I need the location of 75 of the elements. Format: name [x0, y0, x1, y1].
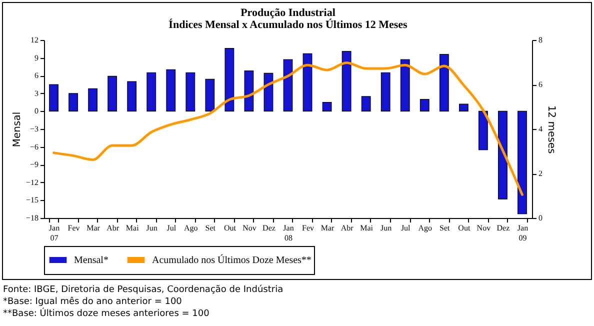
- x-tick-label: Abr: [106, 224, 120, 232]
- x-tick-label: Jul: [400, 224, 412, 232]
- bar: [342, 50, 352, 112]
- bar: [224, 48, 234, 112]
- bar: [498, 110, 508, 200]
- legend-label: Mensal*: [74, 255, 108, 266]
- y2-tick-label: 0: [538, 214, 542, 222]
- x-tick-label: Out: [458, 224, 471, 232]
- y-tick-label: −12: [26, 178, 38, 187]
- y2-tick-label: 8: [538, 36, 542, 44]
- bar: [439, 54, 449, 112]
- text: **Base: Últimos doze meses anteriores = 100: [3, 308, 210, 320]
- x-tick-label: Nov: [476, 224, 491, 232]
- y2-axis-title: 12 meses: [546, 105, 556, 154]
- x-tick-label: Mar: [320, 224, 335, 232]
- bar: [88, 88, 98, 112]
- x-tick-label: Mai: [126, 224, 140, 232]
- x-tick-label: Set: [205, 224, 216, 232]
- bar: [400, 59, 410, 112]
- bar: [244, 70, 254, 112]
- legend-label: Acumulado nos Últimos Doze Meses**: [152, 254, 312, 266]
- x-tick-label: Set: [440, 224, 451, 232]
- y2-tick-label: 4: [538, 124, 542, 134]
- y-tick-label: −9: [30, 160, 38, 170]
- bar: [108, 76, 118, 112]
- bar: [361, 96, 371, 112]
- x-tick-label: Nov: [242, 224, 256, 232]
- y-axis-title: Mensal: [12, 112, 23, 148]
- x-tick-label: Mai: [360, 224, 374, 232]
- bar: [146, 72, 156, 112]
- bar: [478, 110, 488, 150]
- bar: [380, 72, 390, 112]
- bar: [518, 110, 527, 214]
- x-tick-label: Out: [224, 224, 237, 232]
- y-tick-label: −3: [30, 124, 38, 134]
- x-tick-label: Dez: [262, 224, 276, 232]
- line-series: [52, 61, 524, 196]
- y-tick-label: 3: [34, 88, 38, 98]
- bar: [127, 81, 137, 112]
- chart-title: Produção Industrial: [240, 7, 336, 19]
- source-note: Fonte: IBGE, Diretoria de Pesquisas, Coordenação de Indústria: [3, 284, 284, 296]
- y-tick-label: −15: [26, 196, 38, 205]
- y-tick-label: 0: [34, 106, 38, 116]
- x-tick-label: Jan 08: [283, 224, 294, 242]
- x-tick-label: Fev: [302, 224, 314, 232]
- y2-tick-label: 2: [538, 169, 542, 178]
- text: *Base: Igual mês do ano anterior = 100: [3, 296, 183, 308]
- bar: [49, 84, 58, 112]
- bar: [420, 99, 430, 112]
- y-tick-label: 6: [34, 71, 38, 80]
- x-tick-label: Jan 09: [517, 224, 528, 242]
- bar: [302, 53, 312, 112]
- x-tick-label: Abr: [340, 224, 354, 232]
- x-tick-label: Ago: [418, 224, 432, 232]
- bar: [166, 69, 176, 112]
- bar: [458, 104, 468, 112]
- chart-subtitle: Índices Mensal x Acumulado nos Últimos 12 Meses: [168, 18, 408, 31]
- y2-tick-label: 6: [538, 80, 542, 89]
- y-tick-label: 12: [30, 36, 38, 44]
- bar: [205, 78, 215, 112]
- x-tick-label: Jan 07: [48, 224, 60, 242]
- bar: [186, 72, 196, 112]
- x-tick-label: Jun: [146, 224, 158, 232]
- y-tick-label: −18: [26, 214, 38, 222]
- y-tick-label: −6: [30, 142, 38, 152]
- bar: [322, 102, 332, 112]
- x-tick-label: Jun: [380, 224, 392, 232]
- x-tick-label: Fev: [68, 224, 80, 232]
- bar: [68, 93, 78, 112]
- x-tick-label: Mar: [86, 224, 100, 232]
- x-tick-label: Dez: [496, 224, 510, 232]
- bar: [283, 59, 293, 112]
- x-tick-label: Jul: [166, 224, 177, 232]
- x-tick-label: Ago: [184, 224, 198, 232]
- y-tick-label: 9: [34, 53, 38, 62]
